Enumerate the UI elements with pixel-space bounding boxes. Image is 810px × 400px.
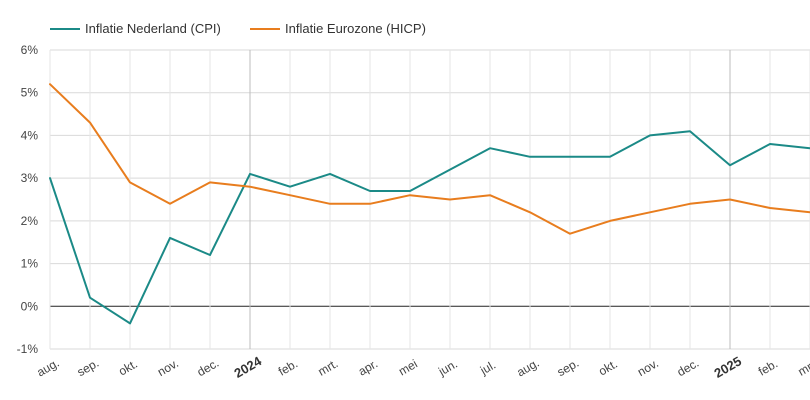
x-tick-label: 2025 bbox=[711, 353, 744, 380]
y-tick-label: 4% bbox=[21, 128, 39, 142]
x-tick-label: mei bbox=[396, 357, 420, 379]
y-tick-label: 0% bbox=[21, 299, 39, 313]
legend: Inflatie Nederland (CPI) Inflatie Eurozo… bbox=[50, 21, 426, 36]
x-tick-label: mrt. bbox=[796, 356, 810, 378]
y-tick-label: 6% bbox=[21, 43, 39, 57]
legend-item-hicp[interactable]: Inflatie Eurozone (HICP) bbox=[250, 21, 426, 36]
x-tick-label: okt. bbox=[116, 357, 140, 379]
series-line-hicp bbox=[49, 83, 810, 235]
x-tick-label: mrt. bbox=[316, 356, 341, 378]
x-tick-label: dec. bbox=[195, 356, 222, 379]
series-layer bbox=[49, 83, 810, 325]
x-tick-label: 2024 bbox=[231, 353, 264, 381]
x-tick-label: sep. bbox=[75, 356, 102, 379]
x-tick-label: nov. bbox=[635, 356, 661, 379]
x-tick-label: apr. bbox=[356, 356, 380, 378]
x-tick-label: okt. bbox=[596, 357, 620, 379]
x-tick-label: jul. bbox=[477, 358, 498, 378]
x-tick-label: dec. bbox=[675, 356, 702, 379]
y-tick-label: 1% bbox=[21, 257, 39, 271]
y-tick-label: 2% bbox=[21, 214, 39, 228]
legend-label-cpi: Inflatie Nederland (CPI) bbox=[85, 21, 221, 36]
y-axis: -1% 0% 1% 2% 3% 4% 5% 6% bbox=[17, 43, 39, 356]
x-tick-label: aug. bbox=[514, 356, 541, 380]
series-line-cpi bbox=[49, 130, 810, 325]
grid bbox=[49, 49, 810, 350]
x-axis: aug. sep. okt. nov. dec. 2024 feb. mrt. apr. mei j… bbox=[34, 353, 810, 381]
y-tick-label: 3% bbox=[21, 171, 39, 185]
y-tick-label: 5% bbox=[21, 86, 39, 100]
x-tick-label: feb. bbox=[276, 356, 300, 378]
legend-label-hicp: Inflatie Eurozone (HICP) bbox=[285, 21, 426, 36]
x-tick-label: jun. bbox=[435, 357, 460, 379]
x-tick-label: sep. bbox=[555, 356, 582, 379]
legend-item-cpi[interactable]: Inflatie Nederland (CPI) bbox=[50, 21, 221, 36]
x-tick-label: nov. bbox=[155, 356, 181, 379]
y-tick-label: -1% bbox=[17, 342, 39, 356]
x-tick-label: aug. bbox=[34, 356, 61, 380]
x-tick-label: feb. bbox=[756, 356, 780, 378]
